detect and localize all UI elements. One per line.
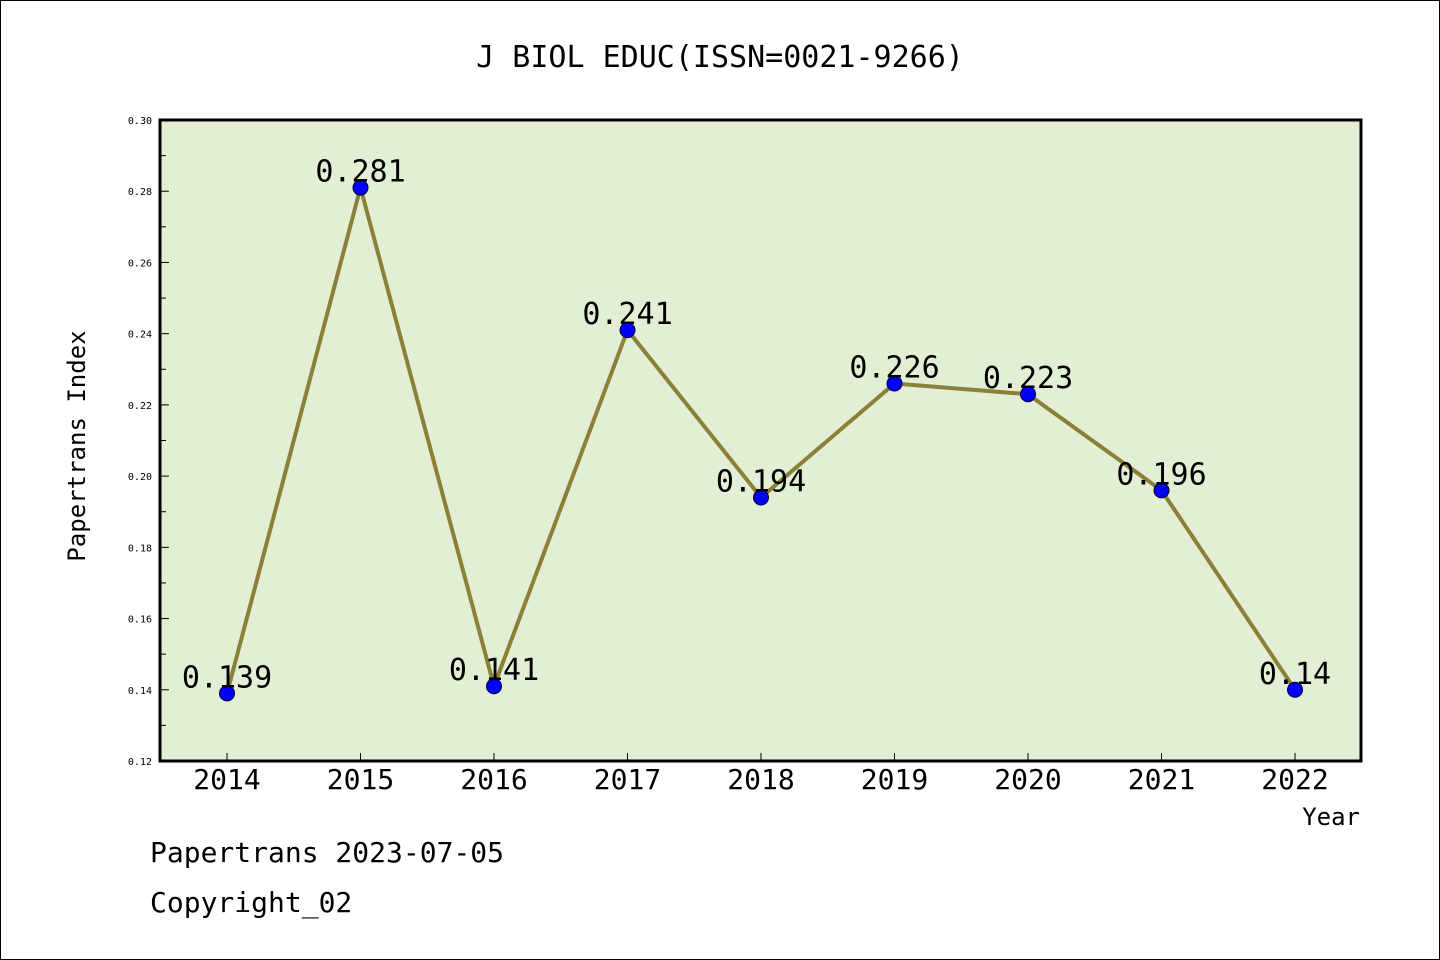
data-label: 0.281	[315, 155, 405, 190]
data-point	[352, 179, 369, 196]
x-axis-tick-labels: 2014 2015 2016 2017 2018 2019 2020 2021 2022	[193, 763, 1328, 796]
x-tick-label: 2015	[327, 763, 394, 796]
y-tick-label: 0.26	[128, 258, 152, 269]
x-tick-label: 2019	[861, 763, 928, 796]
x-tick-label: 2022	[1261, 763, 1328, 796]
y-axis-ticks	[160, 119, 169, 762]
x-tick-label: 2021	[1128, 763, 1195, 796]
data-label: 0.139	[182, 660, 272, 695]
y-tick-label: 0.14	[128, 686, 152, 697]
data-point	[886, 375, 903, 392]
data-point	[753, 489, 769, 506]
x-tick-label: 2017	[594, 763, 661, 796]
x-tick-label: 2020	[994, 763, 1061, 796]
footer-copyright: Copyright_02	[150, 886, 353, 919]
data-point	[1287, 681, 1303, 698]
y-tick-label: 0.30	[128, 116, 152, 127]
data-point	[219, 685, 235, 702]
x-tick-label: 2016	[460, 763, 527, 796]
y-tick-label: 0.12	[128, 757, 152, 768]
y-axis-label: Papertrans Index	[63, 330, 91, 561]
data-point	[619, 322, 636, 339]
y-tick-label: 0.16	[128, 615, 152, 626]
chart-title: J BIOL EDUC(ISSN=0021-9266)	[476, 40, 964, 75]
data-point	[1020, 386, 1036, 403]
x-tick-label: 2014	[193, 763, 260, 796]
x-axis-label: Year	[1302, 803, 1360, 831]
data-label: 0.196	[1116, 457, 1206, 492]
data-label: 0.223	[983, 361, 1073, 396]
data-labels: 0.139 0.281 0.141 0.241 0.194 0.226 0.223 0.196…	[182, 155, 1331, 696]
y-axis-tick-labels: 0.12 0.14 0.16 0.18 0.20 0.22 0.24 0.26 0.28 0.30	[128, 116, 152, 768]
x-axis-ticks	[226, 753, 1296, 761]
data-label: 0.241	[582, 297, 672, 332]
y-tick-label: 0.28	[128, 187, 152, 198]
y-tick-label: 0.18	[128, 543, 152, 554]
data-label: 0.14	[1259, 657, 1331, 692]
y-tick-label: 0.24	[128, 330, 152, 341]
data-point	[1153, 482, 1170, 499]
data-label: 0.194	[716, 464, 806, 499]
plot-area	[158, 118, 1363, 763]
footer-date: Papertrans 2023-07-05	[150, 836, 505, 869]
x-tick-label: 2018	[727, 763, 794, 796]
y-tick-label: 0.22	[128, 401, 152, 412]
data-label: 0.141	[449, 653, 539, 688]
y-tick-label: 0.20	[128, 472, 152, 483]
data-markers	[219, 179, 1303, 702]
data-point	[486, 678, 502, 695]
data-label: 0.226	[849, 351, 939, 386]
